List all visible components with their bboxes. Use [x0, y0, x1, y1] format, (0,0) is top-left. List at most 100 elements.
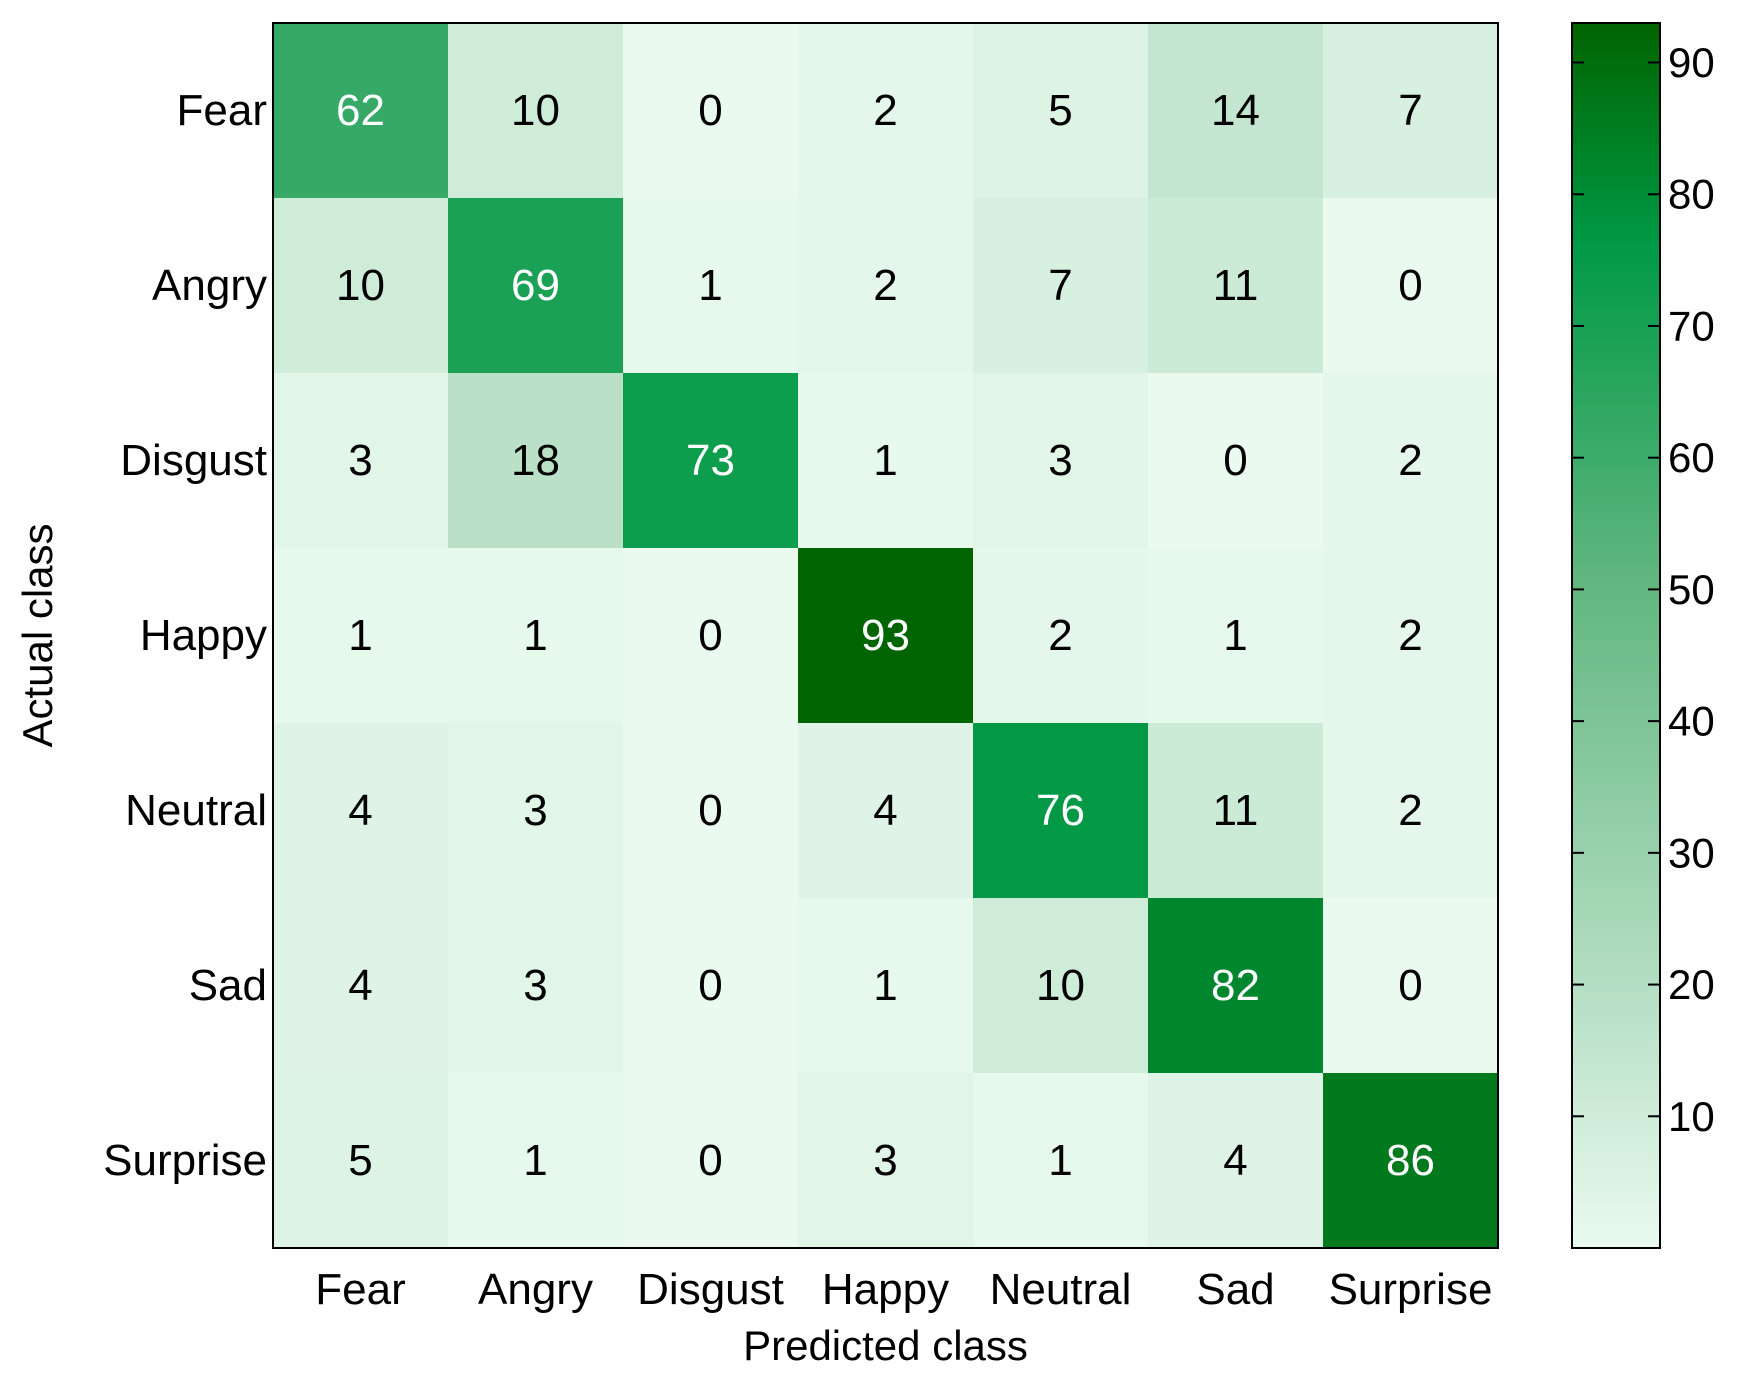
x-tick-labels: Fear Angry Disgust Happy Neutral Sad Surprise — [315, 1265, 1492, 1314]
heatmap-cell — [273, 198, 449, 374]
heatmap-cell — [1148, 23, 1324, 199]
cell-value-label: 3 — [1048, 436, 1072, 485]
heatmap-cell — [623, 548, 799, 724]
cell-value-label: 0 — [698, 961, 722, 1010]
y-axis-label: Actual class — [14, 523, 61, 747]
cell-value-label: 73 — [686, 436, 735, 485]
cell-value-label: 2 — [1398, 786, 1422, 835]
cell-value-label: 0 — [698, 86, 722, 135]
heatmap-cell — [448, 373, 624, 549]
colorbar-tick-label: 70 — [1668, 302, 1715, 349]
heatmap-cell — [798, 548, 974, 724]
heatmap-cell — [1148, 548, 1324, 724]
cell-value-label: 0 — [698, 611, 722, 660]
x-tick-label: Angry — [478, 1265, 593, 1314]
cell-value-label: 14 — [1211, 86, 1260, 135]
cell-value-label: 11 — [1213, 786, 1259, 835]
heatmap-cell — [273, 898, 449, 1074]
cell-value-label: 7 — [1398, 86, 1422, 135]
y-tick-label: Disgust — [120, 436, 267, 485]
heatmap-cell — [973, 548, 1149, 724]
heatmap-cell — [1148, 373, 1324, 549]
heatmap-cell — [798, 23, 974, 199]
colorbar-tick-label: 90 — [1668, 39, 1715, 86]
heatmap-cell — [273, 23, 449, 199]
cell-value-label: 4 — [1223, 1136, 1247, 1185]
cell-value-label: 2 — [1048, 611, 1072, 660]
heatmap-cell — [1323, 548, 1499, 724]
heatmap-cell — [973, 373, 1149, 549]
cell-value-label: 1 — [523, 611, 547, 660]
cell-value-label: 0 — [698, 786, 722, 835]
cell-value-label: 2 — [873, 261, 897, 310]
y-tick-label: Fear — [177, 86, 267, 135]
cell-value-label: 3 — [873, 1136, 897, 1185]
heatmap-cell — [448, 898, 624, 1074]
cell-value-label: 0 — [1398, 261, 1422, 310]
heatmap-cell — [623, 373, 799, 549]
heatmap-cell — [1323, 723, 1499, 899]
heatmap-cell — [1148, 198, 1324, 374]
heatmap-cell — [1148, 723, 1324, 899]
cell-value-label: 18 — [511, 436, 560, 485]
x-tick-label: Sad — [1196, 1265, 1274, 1314]
y-tick-label: Happy — [140, 611, 267, 660]
cell-value-label: 0 — [698, 1136, 722, 1185]
x-axis-label: Predicted class — [743, 1322, 1028, 1369]
heatmap-cell — [448, 23, 624, 199]
cell-value-label: 0 — [1223, 436, 1247, 485]
cell-value-label: 1 — [1048, 1136, 1072, 1185]
colorbar-tick-label: 80 — [1668, 171, 1715, 218]
cell-value-label: 5 — [348, 1136, 372, 1185]
x-tick-label: Fear — [315, 1265, 405, 1314]
cell-value-label: 4 — [348, 786, 372, 835]
colorbar-tick-label: 20 — [1668, 961, 1715, 1008]
y-tick-label: Surprise — [103, 1136, 267, 1185]
cell-value-label: 3 — [523, 961, 547, 1010]
heatmap-cell — [973, 898, 1149, 1074]
cell-value-label: 76 — [1036, 786, 1085, 835]
heatmap-cell — [623, 23, 799, 199]
cell-value-label: 69 — [511, 261, 560, 310]
heatmap-cell — [623, 1073, 799, 1249]
cell-value-label: 1 — [698, 261, 722, 310]
cell-value-label: 2 — [873, 86, 897, 135]
cell-value-label: 10 — [336, 261, 385, 310]
cell-value-label: 4 — [348, 961, 372, 1010]
cell-value-label: 7 — [1048, 261, 1072, 310]
heatmap-cell — [798, 198, 974, 374]
heatmap-cell — [1323, 1073, 1499, 1249]
heatmap-cells — [273, 23, 1499, 1249]
heatmap-cell — [623, 723, 799, 899]
cell-value-label: 2 — [1398, 611, 1422, 660]
colorbar-tick-label: 50 — [1668, 566, 1715, 613]
cell-value-label: 1 — [873, 961, 897, 1010]
colorbar-tick-label: 40 — [1668, 698, 1715, 745]
cell-value-label: 93 — [861, 611, 910, 660]
colorbar — [1571, 22, 1661, 1249]
cell-value-label: 1 — [1223, 611, 1247, 660]
heatmap-cell — [1323, 23, 1499, 199]
cell-value-label: 5 — [1048, 86, 1072, 135]
cell-value-labels: 62 10 0 2 5 14 710 69 1 2 7 11 03 18 73 1 3 0 21 1 0 93 2 1 24 3 0… — [336, 86, 1435, 1185]
heatmap-cell — [623, 198, 799, 374]
colorbar-tick-label: 30 — [1668, 829, 1715, 876]
heatmap-cell — [623, 898, 799, 1074]
heatmap-cell — [448, 1073, 624, 1249]
x-tick-label: Disgust — [637, 1265, 784, 1314]
y-tick-labels: Fear Angry Disgust Happy Neutral Sad Surprise — [103, 86, 267, 1185]
heatmap-cell — [273, 548, 449, 724]
heatmap-cell — [798, 723, 974, 899]
y-tick-label: Neutral — [125, 786, 267, 835]
heatmap-cell — [973, 723, 1149, 899]
cell-value-label: 62 — [336, 86, 385, 135]
y-tick-label: Angry — [152, 261, 267, 310]
cell-value-label: 1 — [348, 611, 372, 660]
colorbar-tick-label: 60 — [1668, 434, 1715, 481]
x-tick-label: Surprise — [1329, 1265, 1493, 1314]
heatmap-cell — [273, 373, 449, 549]
cell-value-label: 11 — [1213, 261, 1259, 310]
colorbar-ticks: 10 20 30 40 50 60 70 80 90 — [1572, 39, 1715, 1140]
